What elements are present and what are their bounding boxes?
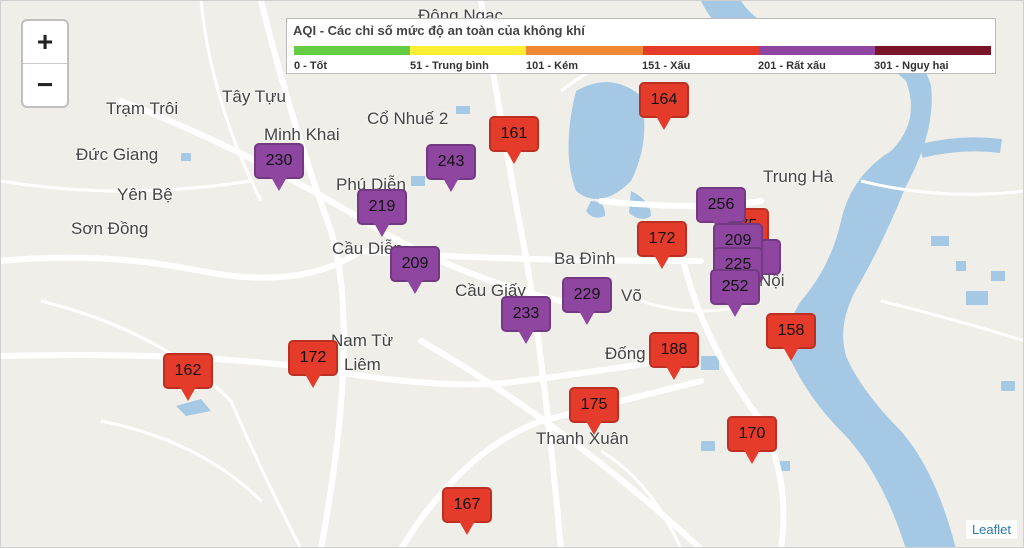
legend-label: 0 - Tốt — [294, 60, 327, 72]
marker-pointer — [407, 280, 423, 294]
leaflet-attribution-link[interactable]: Leaflet — [965, 520, 1017, 539]
marker-pointer — [180, 387, 196, 401]
place-label: Trung Hà — [763, 167, 834, 186]
aqi-value: 229 — [562, 277, 612, 313]
aqi-marker[interactable]: 162 — [163, 353, 217, 403]
marker-pointer — [459, 521, 475, 535]
aqi-value: 170 — [727, 416, 777, 452]
zoom-in-button[interactable]: + — [36, 26, 54, 57]
aqi-marker[interactable]: 188 — [649, 332, 703, 382]
marker-pointer — [654, 255, 670, 269]
place-label: Nội — [759, 271, 785, 290]
marker-pointer — [305, 374, 321, 388]
place-label: Võ — [621, 286, 642, 305]
legend-swatch — [874, 46, 992, 55]
place-label: Thanh Xuân — [536, 429, 629, 448]
marker-pointer — [518, 330, 534, 344]
place-label: Yên Bệ — [117, 185, 173, 204]
legend-swatch — [410, 46, 527, 55]
marker-pointer — [727, 303, 743, 317]
aqi-marker[interactable]: 172 — [288, 340, 342, 390]
place-label: Nam Từ — [331, 331, 394, 350]
marker-pointer — [271, 177, 287, 191]
aqi-value: 188 — [649, 332, 699, 368]
marker-pointer — [506, 150, 522, 164]
legend-swatch — [642, 46, 759, 55]
aqi-value: 233 — [501, 296, 551, 332]
aqi-value: 219 — [357, 189, 407, 225]
aqi-value: 243 — [426, 144, 476, 180]
aqi-value: 164 — [639, 82, 689, 118]
aqi-marker[interactable]: 170 — [727, 416, 781, 466]
zoom-out-button[interactable]: − — [23, 63, 67, 106]
aqi-marker[interactable]: 243 — [426, 144, 480, 194]
aqi-value: 161 — [489, 116, 539, 152]
legend-swatch — [758, 46, 875, 55]
aqi-marker[interactable]: 164 — [639, 82, 693, 132]
legend-swatch — [526, 46, 643, 55]
place-label: Tây Tựu — [222, 87, 286, 106]
aqi-value: 209 — [390, 246, 440, 282]
aqi-value: 175 — [569, 387, 619, 423]
place-label: Cầu Diễn — [332, 239, 403, 258]
marker-pointer — [666, 366, 682, 380]
aqi-value: 252 — [710, 269, 760, 305]
aqi-value: 230 — [254, 143, 304, 179]
aqi-value: 158 — [766, 313, 816, 349]
aqi-marker[interactable]: 161 — [489, 116, 543, 166]
aqi-marker[interactable]: 219 — [357, 189, 411, 239]
aqi-value: 172 — [637, 221, 687, 257]
aqi-marker[interactable]: 229 — [562, 277, 616, 327]
place-label: Liêm — [344, 355, 381, 374]
place-label: Cổ Nhuế 2 — [367, 109, 449, 128]
legend-label: 151 - Xấu — [642, 60, 691, 72]
place-label: Ba Đình — [554, 249, 616, 268]
place-label: Trạm Trôi — [106, 99, 179, 118]
aqi-marker[interactable]: 252 — [710, 269, 764, 319]
aqi-marker[interactable]: 209 — [390, 246, 444, 296]
legend-color-scale — [294, 46, 992, 55]
aqi-marker[interactable]: 158 — [766, 313, 820, 363]
marker-pointer — [374, 223, 390, 237]
zoom-control: + − — [21, 19, 69, 108]
aqi-marker[interactable]: 172 — [637, 221, 691, 271]
place-label: Minh Khai — [264, 125, 340, 144]
place-label: Đống — [605, 344, 646, 363]
aqi-marker[interactable]: 167 — [442, 487, 496, 537]
legend-label: 101 - Kém — [526, 60, 578, 72]
aqi-marker[interactable]: 175 — [569, 387, 623, 437]
aqi-value: 256 — [696, 187, 746, 223]
marker-pointer — [443, 178, 459, 192]
marker-pointer — [586, 421, 602, 435]
aqi-value: 162 — [163, 353, 213, 389]
legend-swatch — [294, 46, 411, 55]
marker-pointer — [744, 450, 760, 464]
legend-label: 51 - Trung bình — [410, 60, 489, 72]
place-label: Sơn Đồng — [71, 219, 149, 238]
aqi-value: 172 — [288, 340, 338, 376]
legend-label: 301 - Nguy hại — [874, 60, 949, 72]
legend-title: AQI - Các chỉ số mức độ an toàn của khôn… — [293, 23, 585, 38]
place-label: Đức Giang — [76, 145, 159, 164]
marker-pointer — [783, 347, 799, 361]
marker-pointer — [579, 311, 595, 325]
place-label: Cầu Giấy — [455, 281, 526, 300]
aqi-legend: AQI - Các chỉ số mức độ an toàn của khôn… — [286, 18, 996, 74]
aqi-marker[interactable]: 230 — [254, 143, 308, 193]
legend-label: 201 - Rất xấu — [758, 60, 826, 72]
aqi-value: 167 — [442, 487, 492, 523]
marker-pointer — [656, 116, 672, 130]
aqi-marker[interactable]: 233 — [501, 296, 555, 346]
